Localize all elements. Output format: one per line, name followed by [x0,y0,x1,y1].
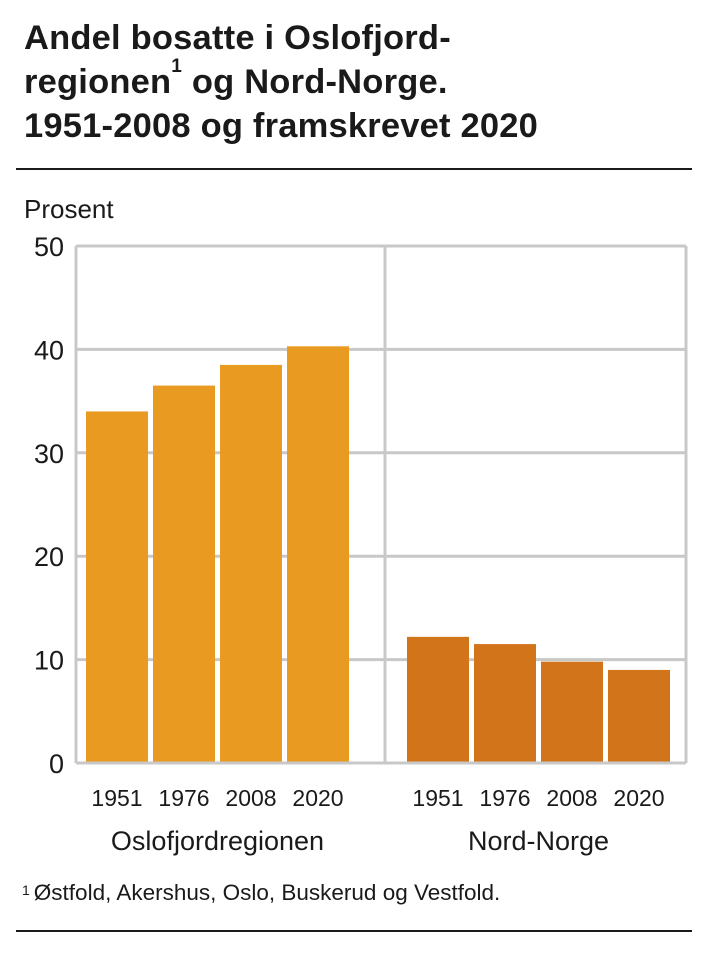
x-tick-label-Oslofjordregionen-2008: 2008 [225,785,276,811]
x-tick-label-Oslofjordregionen-1976: 1976 [158,785,209,811]
y-tick-label-50: 50 [34,232,64,262]
y-tick-label-10: 10 [34,646,64,676]
bar-Oslofjordregionen-1951 [86,411,148,763]
bar-chart: 0 10 20 30 40 50 Prosent 1951 1976 2008 2020 Oslofj… [24,194,688,856]
bar-Oslofjordregionen-2020 [287,346,349,763]
title-line-3: 1951-2008 og framskrevet 2020 [24,107,539,145]
y-tick-label-0: 0 [49,749,64,779]
y-tick-label-30: 30 [34,439,64,469]
x-tick-label-Nord-Norge-1951: 1951 [412,785,463,811]
bar-Oslofjordregionen-1976 [153,385,215,763]
bar-Nord-Norge-1951 [407,636,469,763]
bar-Nord-Norge-2008 [541,661,603,763]
title-line-1: Andel bosatte i Oslofjord- [24,19,451,57]
x-tick-label-Nord-Norge-2020: 2020 [613,785,664,811]
chart-title: Andel bosatte i Oslofjord- regionen1 og … [24,16,694,148]
x-tick-label-Oslofjordregionen-1951: 1951 [91,785,142,811]
footnote-marker: 1 [22,882,30,898]
bottom-rule [16,930,692,932]
bar-Nord-Norge-2020 [608,669,670,763]
title-line-2: regionen1 og Nord-Norge. [24,57,694,104]
group-label-Oslofjordregionen: Oslofjordregionen [111,826,324,856]
group-label-Nord-Norge: Nord-Norge [468,826,609,856]
bar-Oslofjordregionen-2008 [220,364,282,763]
bar-Nord-Norge-1976 [474,644,536,763]
title-line-2-text: regionen [24,63,172,101]
y-axis-label: Prosent [24,194,114,224]
y-tick-label-40: 40 [34,335,64,365]
x-tick-label-Nord-Norge-1976: 1976 [479,785,530,811]
footnote: 1 Østfold, Akershus, Oslo, Buskerud og Ve… [22,880,500,906]
y-tick-label-20: 20 [34,542,64,572]
title-line-2-rest: og Nord-Norge. [182,63,448,101]
top-rule [16,168,692,170]
x-tick-label-Nord-Norge-2008: 2008 [546,785,597,811]
footnote-text: Østfold, Akershus, Oslo, Buskerud og Ves… [33,880,501,905]
x-tick-label-Oslofjordregionen-2020: 2020 [292,785,343,811]
title-footnote-marker: 1 [171,56,183,77]
